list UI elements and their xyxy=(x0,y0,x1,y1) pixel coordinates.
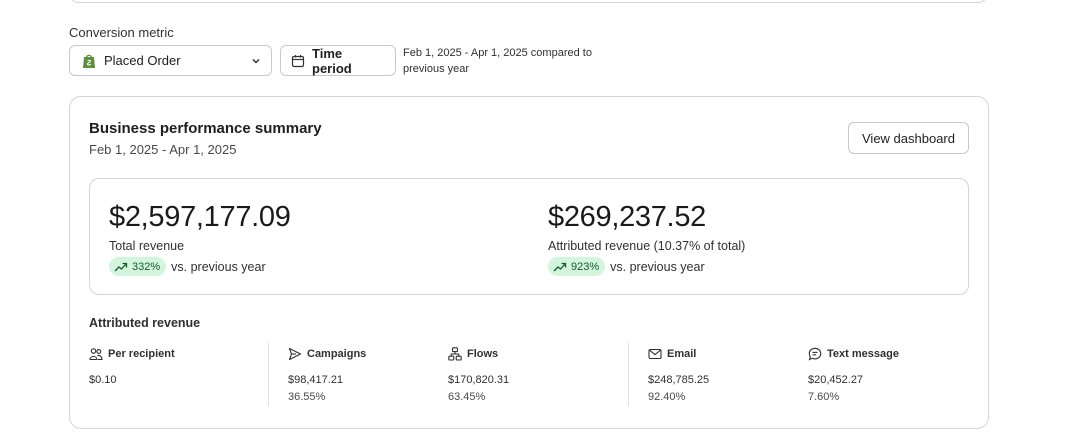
trend-percent: 923% xyxy=(571,260,600,273)
people-icon xyxy=(89,347,103,361)
attributed-revenue-change: 923% vs. previous year xyxy=(548,257,745,276)
stat-value: $170,820.31 xyxy=(448,374,510,386)
comparison-period-text: Feb 1, 2025 - Apr 1, 2025 compared to pr… xyxy=(403,45,613,77)
stat-email: Email $248,785.25 92.40% xyxy=(648,346,709,410)
stat-label: Email xyxy=(667,348,697,360)
comparison-period-line-2: previous year xyxy=(403,63,470,75)
stat-campaigns: Campaigns $98,417.21 36.55% xyxy=(288,346,366,410)
total-revenue-label: Total revenue xyxy=(109,239,185,253)
stat-value: $20,452.27 xyxy=(808,374,864,386)
stat-text-message: Text message $20,452.27 7.60% xyxy=(808,346,899,410)
view-dashboard-button[interactable]: View dashboard xyxy=(848,122,969,154)
stat-flows: Flows $170,820.31 63.45% xyxy=(448,346,509,410)
trend-badge: 923% xyxy=(548,257,606,276)
shopify-bag-icon xyxy=(82,53,96,69)
calendar-icon xyxy=(291,54,305,68)
business-performance-card: Business performance summary Feb 1, 2025… xyxy=(69,96,989,429)
stat-percent: 63.45% xyxy=(448,391,486,403)
send-icon xyxy=(288,347,302,361)
trend-percent: 332% xyxy=(132,260,161,273)
stat-per-recipient: Per recipient $0.10 xyxy=(89,346,175,410)
stat-percent: 36.55% xyxy=(288,391,326,403)
total-revenue-block: $2,597,177.09 Total revenue 332% vs. pre… xyxy=(109,200,291,276)
stat-value: $248,785.25 xyxy=(648,374,710,386)
revenue-overview-box: $2,597,177.09 Total revenue 332% vs. pre… xyxy=(89,178,969,295)
stat-value: $98,417.21 xyxy=(288,374,344,386)
stat-label: Campaigns xyxy=(307,348,367,360)
chat-icon xyxy=(808,347,822,361)
stat-divider xyxy=(268,343,269,406)
conversion-metric-label: Conversion metric xyxy=(69,25,174,40)
card-date-range: Feb 1, 2025 - Apr 1, 2025 xyxy=(89,142,237,157)
stat-label: Per recipient xyxy=(108,348,175,360)
time-period-label: Time period xyxy=(312,45,352,76)
flow-icon xyxy=(448,347,462,361)
envelope-icon xyxy=(648,347,662,361)
total-revenue-amount: $2,597,177.09 xyxy=(109,201,291,233)
stat-divider xyxy=(628,343,629,406)
stat-label: Flows xyxy=(467,348,499,360)
stat-value: $0.10 xyxy=(89,374,117,386)
comparison-period-line-1: Feb 1, 2025 - Apr 1, 2025 compared to xyxy=(403,47,592,59)
time-period-button[interactable]: Time period xyxy=(280,45,396,76)
total-revenue-change: 332% vs. previous year xyxy=(109,257,291,276)
stat-percent: 7.60% xyxy=(808,391,840,403)
attributed-revenue-label: Attributed revenue (10.37% of total) xyxy=(548,239,746,253)
attributed-revenue-heading: Attributed revenue xyxy=(89,316,201,330)
trend-badge: 332% xyxy=(109,257,167,276)
comparison-text: vs. previous year xyxy=(610,259,705,274)
stat-label: Text message xyxy=(827,348,899,360)
comparison-text: vs. previous year xyxy=(171,259,266,274)
chevron-down-icon xyxy=(251,56,261,66)
stat-percent: 92.40% xyxy=(648,391,686,403)
previous-card-edge xyxy=(69,0,988,3)
attributed-revenue-stats: Per recipient $0.10 Campaigns $98,417.21… xyxy=(89,343,969,410)
attributed-revenue-amount: $269,237.52 xyxy=(548,201,706,233)
conversion-metric-value: Placed Order xyxy=(104,53,181,68)
trending-up-icon xyxy=(553,261,567,273)
card-title: Business performance summary xyxy=(89,120,322,137)
conversion-metric-select[interactable]: Placed Order xyxy=(69,45,272,76)
attributed-revenue-block: $269,237.52 Attributed revenue (10.37% o… xyxy=(548,200,745,276)
trending-up-icon xyxy=(114,261,128,273)
